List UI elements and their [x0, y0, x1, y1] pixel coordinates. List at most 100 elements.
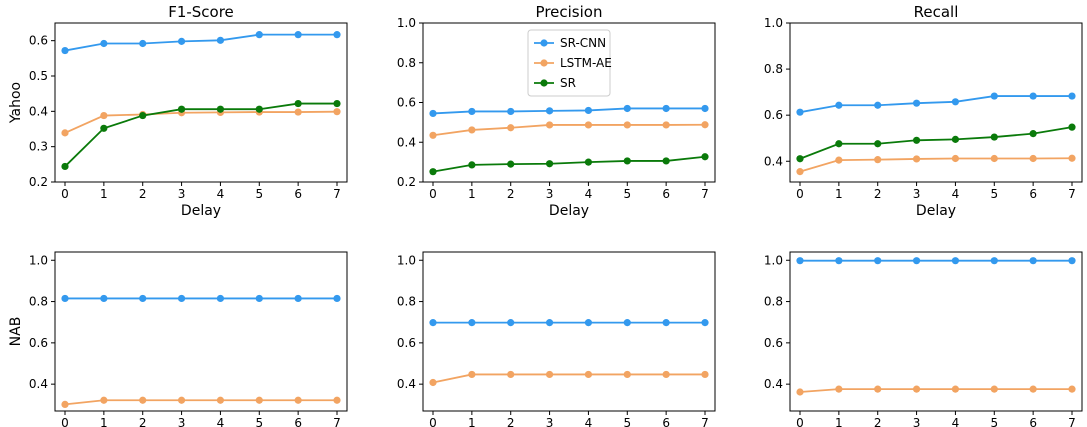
x-tick-label: 1: [100, 187, 108, 201]
data-point-sr-cnn: [429, 319, 437, 327]
panel-yahoo-f1-score: 0 1 2 3 4 5 6 7 0.2 0.3 0.4 0.5 0.6 Delay F1-Score Yaho…: [8, 3, 348, 219]
data-point-sr-cnn: [216, 294, 225, 303]
data-point-sr-cnn: [623, 319, 631, 327]
data-point-sr: [874, 140, 882, 148]
axes-frame: [789, 251, 1083, 412]
data-point-sr-cnn: [468, 319, 476, 327]
series-sr-cnn: [429, 319, 709, 327]
series-line-sr: [799, 126, 1073, 160]
data-point-sr-cnn: [874, 101, 882, 109]
y-tick-label: 0.8: [397, 56, 416, 70]
x-tick-label: 5: [623, 187, 631, 201]
data-point-lstm-ae: [1029, 385, 1037, 393]
axes-frame: [422, 251, 716, 412]
series-sr: [796, 123, 1076, 163]
series-line-lstm-ae: [432, 373, 705, 384]
y-tick-label: 0.8: [764, 62, 783, 76]
data-point-sr-cnn: [1029, 92, 1037, 100]
axes-frame: [54, 22, 348, 183]
data-point-sr: [990, 133, 998, 141]
y-tick-label: 0.6: [397, 96, 416, 110]
x-tick-label: 0: [429, 416, 437, 427]
data-point-lstm-ae: [429, 131, 437, 139]
data-point-sr: [912, 136, 921, 144]
data-point-sr-cnn: [177, 294, 186, 303]
x-tick-label: 2: [507, 416, 515, 427]
y-tick-label: 0.8: [397, 295, 416, 309]
y-tick-label: 0.8: [764, 295, 783, 309]
data-point-sr-cnn: [835, 101, 843, 109]
data-point-sr-cnn: [139, 39, 147, 48]
data-point-lstm-ae: [294, 108, 302, 116]
data-point-lstm-ae: [1068, 385, 1076, 393]
x-tick-label: 2: [139, 187, 147, 201]
data-point-sr-cnn: [255, 31, 263, 39]
data-point-sr: [545, 160, 554, 168]
data-point-lstm-ae: [216, 396, 225, 404]
row-label-yahoo: Yahoo: [8, 82, 24, 124]
y-tick-label: 0.3: [29, 140, 48, 154]
legend-swatch-marker: [540, 79, 548, 87]
x-tick-label: 0: [61, 416, 69, 427]
series-line-lstm-ae: [432, 123, 706, 137]
x-tick-label: 1: [835, 416, 843, 427]
x-tick-label: 7: [1068, 187, 1076, 201]
data-point-sr-cnn: [951, 98, 960, 106]
data-point-lstm-ae: [333, 396, 341, 404]
y-tick-label: 0.4: [29, 104, 48, 118]
series-line-sr-cnn: [799, 95, 1072, 114]
x-tick-label: 6: [1029, 187, 1037, 201]
y-tick-label: 0.4: [29, 377, 48, 391]
series-line-lstm-ae: [64, 110, 338, 134]
x-tick-label: 7: [701, 416, 709, 427]
data-point-lstm-ae: [545, 121, 554, 129]
data-point-sr: [216, 105, 225, 113]
x-tick-label: 7: [333, 187, 341, 201]
series-line-lstm-ae: [64, 399, 337, 406]
data-point-lstm-ae: [835, 385, 843, 393]
data-point-sr: [429, 168, 437, 176]
legend-label: SR-CNN: [560, 36, 606, 50]
series-lstm-ae: [429, 121, 709, 139]
data-point-sr-cnn: [990, 257, 998, 265]
x-axis-label: Delay: [181, 203, 221, 219]
data-point-lstm-ae: [874, 385, 882, 393]
data-point-lstm-ae: [951, 154, 960, 163]
data-point-sr-cnn: [701, 319, 709, 327]
data-point-sr: [835, 140, 843, 148]
data-point-lstm-ae: [951, 385, 960, 393]
data-point-sr-cnn: [951, 257, 960, 265]
data-point-lstm-ae: [139, 396, 147, 404]
series-lstm-ae: [61, 108, 341, 137]
x-tick-label: 0: [796, 187, 804, 201]
data-point-sr: [1029, 130, 1037, 138]
x-tick-label: 0: [796, 416, 804, 427]
data-point-lstm-ae: [100, 396, 108, 404]
row-label-nab: NAB: [8, 317, 24, 347]
y-tick-label: 0.2: [29, 175, 48, 189]
y-tick-label: 0.2: [397, 175, 416, 189]
legend-label: SR: [560, 76, 576, 90]
legend-item-lstm-ae: LSTM-AE: [534, 56, 612, 70]
x-tick-label: 3: [546, 416, 554, 427]
data-point-lstm-ae: [1029, 154, 1037, 163]
data-point-lstm-ae: [835, 156, 843, 164]
data-point-sr-cnn: [912, 99, 921, 107]
x-tick-label: 2: [874, 416, 882, 427]
data-point-sr: [139, 111, 147, 120]
x-tick-label: 3: [178, 416, 186, 427]
data-point-sr-cnn: [796, 108, 804, 116]
data-point-sr-cnn: [1068, 257, 1076, 265]
series-sr: [61, 99, 341, 171]
data-point-lstm-ae: [61, 400, 69, 408]
x-tick-label: 5: [255, 187, 263, 201]
data-point-sr-cnn: [139, 294, 147, 303]
axes-frame: [789, 22, 1083, 183]
data-point-lstm-ae: [468, 370, 476, 379]
panel-title: Recall: [914, 3, 959, 21]
data-point-lstm-ae: [468, 126, 476, 134]
data-point-sr: [1068, 123, 1076, 131]
